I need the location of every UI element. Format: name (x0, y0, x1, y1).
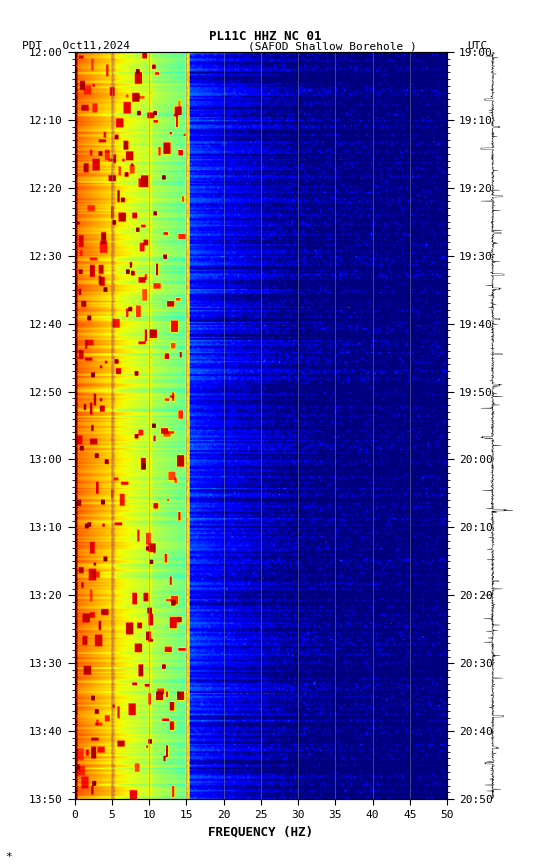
Text: (SAFOD Shallow Borehole ): (SAFOD Shallow Borehole ) (248, 41, 417, 52)
Text: *: * (6, 852, 12, 861)
Text: UTC: UTC (468, 41, 487, 52)
X-axis label: FREQUENCY (HZ): FREQUENCY (HZ) (208, 825, 314, 838)
Text: PDT   Oct11,2024: PDT Oct11,2024 (22, 41, 130, 52)
Text: PL11C HHZ NC 01: PL11C HHZ NC 01 (209, 30, 321, 43)
